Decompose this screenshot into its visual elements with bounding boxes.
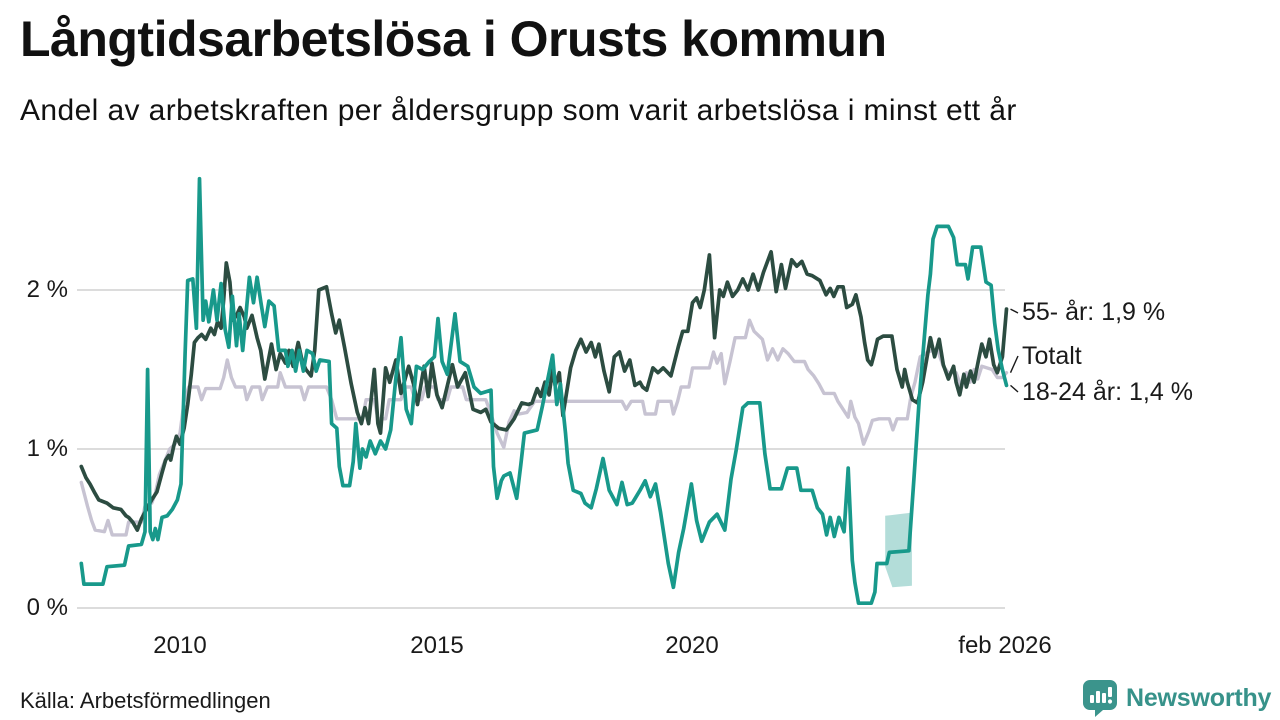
x-tick-label-2015: 2015 — [410, 632, 464, 659]
brand-name: Newsworthy — [1126, 683, 1272, 712]
page-title: Långtidsarbetslösa i Orusts kommun — [20, 11, 887, 67]
newsworthy-logo-icon — [1083, 680, 1117, 717]
series-end-label-totalt: Totalt — [1022, 342, 1082, 370]
label-leader-line — [1010, 384, 1019, 393]
series-end-label-55: 55- år: 1,9 % — [1022, 298, 1166, 326]
label-leader-line — [1009, 355, 1019, 373]
x-tick-label-2020: 2020 — [665, 632, 719, 659]
y-tick-label-2pct: 2 % — [26, 276, 68, 303]
source-note: Källa: Arbetsförmedlingen — [20, 688, 271, 713]
y-tick-label-0pct: 0 % — [26, 594, 68, 621]
page-subtitle: Andel av arbetskraften per åldersgrupp s… — [20, 94, 1017, 127]
series-end-label-18-24: 18-24 år: 1,4 % — [1022, 378, 1193, 406]
series-line-18-24-r — [79, 176, 1009, 606]
x-tick-label-feb-2026: feb 2026 — [958, 632, 1052, 659]
newsworthy-brand: Newsworthy — [1082, 679, 1271, 717]
series-line-totalt — [79, 318, 1009, 537]
label-leader-line — [1010, 308, 1019, 314]
x-tick-label-2010: 2010 — [153, 632, 207, 659]
y-tick-label-1pct: 1 % — [26, 435, 68, 462]
